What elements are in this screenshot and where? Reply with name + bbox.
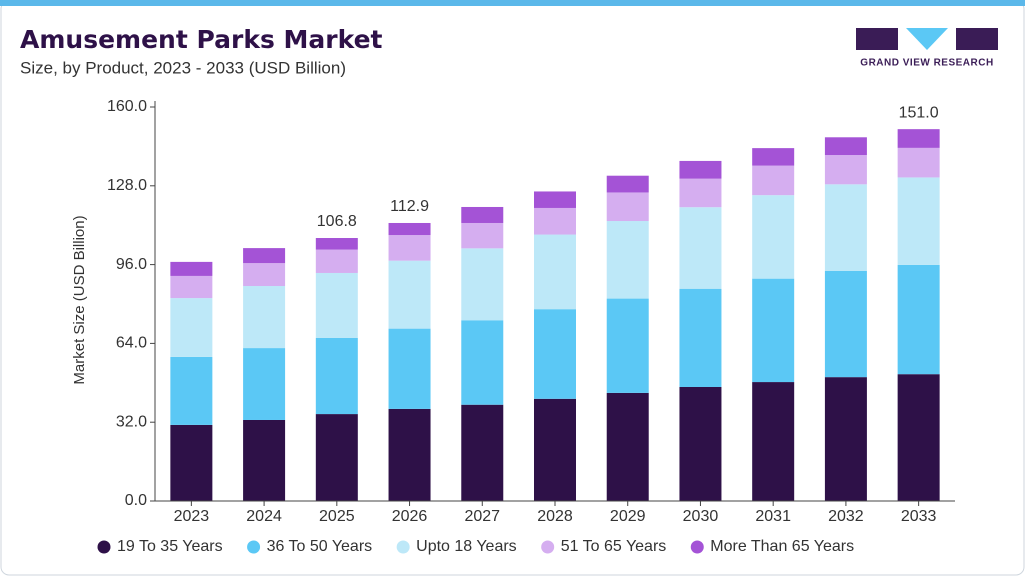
bar-segment (606, 392, 649, 501)
bar-segment (461, 206, 504, 223)
bar-segment (243, 286, 286, 349)
x-tick-label: 2025 (319, 508, 355, 525)
bar-segment (534, 398, 576, 501)
bar-segment (824, 271, 867, 378)
bar-segment (388, 222, 431, 236)
y-tick-label: 0.0 (125, 492, 147, 509)
bar-segment (897, 374, 940, 501)
legend-label: More Than 65 Years (710, 538, 854, 555)
bar-segment (679, 288, 722, 387)
bar-segment (388, 408, 431, 501)
bar-segment (606, 298, 649, 393)
bar-segment (679, 386, 722, 501)
bar-segment (315, 249, 358, 273)
bar-segment (824, 137, 867, 156)
legend-marker (97, 540, 111, 554)
x-tick-label: 2031 (755, 508, 791, 525)
annotation: 112.9 (390, 198, 429, 215)
x-tick-label: 2026 (392, 508, 428, 525)
x-tick-label: 2030 (683, 508, 719, 525)
top-strip (0, 0, 1025, 6)
bar-segment (824, 155, 867, 185)
annotation: 151.0 (899, 104, 939, 121)
legend-label: 19 To 35 Years (117, 538, 223, 555)
x-tick-label: 2023 (174, 508, 210, 525)
bar-segment (897, 177, 940, 265)
bar-segment (170, 298, 213, 357)
bar-segment (461, 320, 504, 405)
bar-segment (752, 195, 795, 279)
bar-segment (606, 192, 649, 222)
legend-label: 36 To 50 Years (267, 538, 373, 555)
bar-segment (388, 328, 431, 409)
bar-segment (170, 356, 213, 425)
legend-marker (396, 540, 410, 554)
x-tick-label: 2033 (901, 508, 937, 525)
bar-segment (606, 221, 649, 299)
bar-segment (534, 207, 576, 235)
bar-segment (315, 272, 358, 338)
bar-segment (461, 404, 504, 501)
x-tick-label: 2029 (610, 508, 646, 525)
bar-segment (897, 129, 940, 148)
bar-segment (243, 248, 286, 264)
bar-segment (897, 264, 940, 375)
bar-segment (897, 147, 940, 178)
bar-segment (679, 207, 722, 289)
bar-segment (679, 160, 722, 179)
bar-segment (388, 235, 431, 261)
annotation: 106.8 (317, 213, 357, 230)
x-tick-label: 2027 (464, 508, 500, 525)
bar-segment (243, 419, 286, 501)
bar-segment (170, 261, 213, 276)
bar-segment (461, 222, 504, 249)
chart-title: Amusement Parks Market (20, 25, 383, 54)
bar-segment (315, 238, 358, 250)
bar-segment (534, 309, 576, 399)
bar-segment (315, 414, 358, 501)
bar-segment (534, 191, 576, 208)
brand: GRAND VIEW RESEARCH (860, 58, 993, 69)
bar-segment (170, 424, 213, 501)
y-tick-label: 160.0 (107, 98, 147, 115)
bar-segment (824, 377, 867, 501)
chart-subtitle: Size, by Product, 2023 - 2033 (USD Billi… (20, 58, 346, 77)
bar-segment (243, 348, 286, 420)
legend-label: 51 To 65 Years (561, 538, 667, 555)
bar-segment (752, 165, 795, 196)
y-tick-label: 96.0 (116, 256, 147, 273)
legend-label: Upto 18 Years (416, 538, 517, 555)
legend-marker (690, 540, 704, 554)
x-tick-label: 2032 (828, 508, 864, 525)
legend-marker (247, 540, 261, 554)
bar-segment (606, 175, 649, 193)
bar-segment (243, 263, 286, 287)
bar-segment (534, 234, 576, 310)
y-tick-label: 64.0 (116, 335, 147, 352)
bar-segment (388, 260, 431, 329)
bar-segment (170, 275, 213, 299)
legend-marker (541, 540, 555, 554)
bar-segment (824, 184, 867, 272)
bar-segment (315, 337, 358, 415)
x-tick-label: 2024 (246, 508, 282, 525)
bar-segment (752, 278, 795, 383)
x-tick-label: 2028 (537, 508, 573, 525)
y-tick-label: 32.0 (116, 413, 147, 430)
bar-segment (461, 248, 504, 321)
bar-segment (752, 148, 795, 166)
y-tick-label: 128.0 (107, 177, 147, 194)
logo: GRAND VIEW RESEARCH (856, 28, 998, 69)
bar-segment (752, 382, 795, 501)
y-axis-label: Market Size (USD Billion) (71, 215, 88, 384)
bar-segment (679, 178, 722, 208)
